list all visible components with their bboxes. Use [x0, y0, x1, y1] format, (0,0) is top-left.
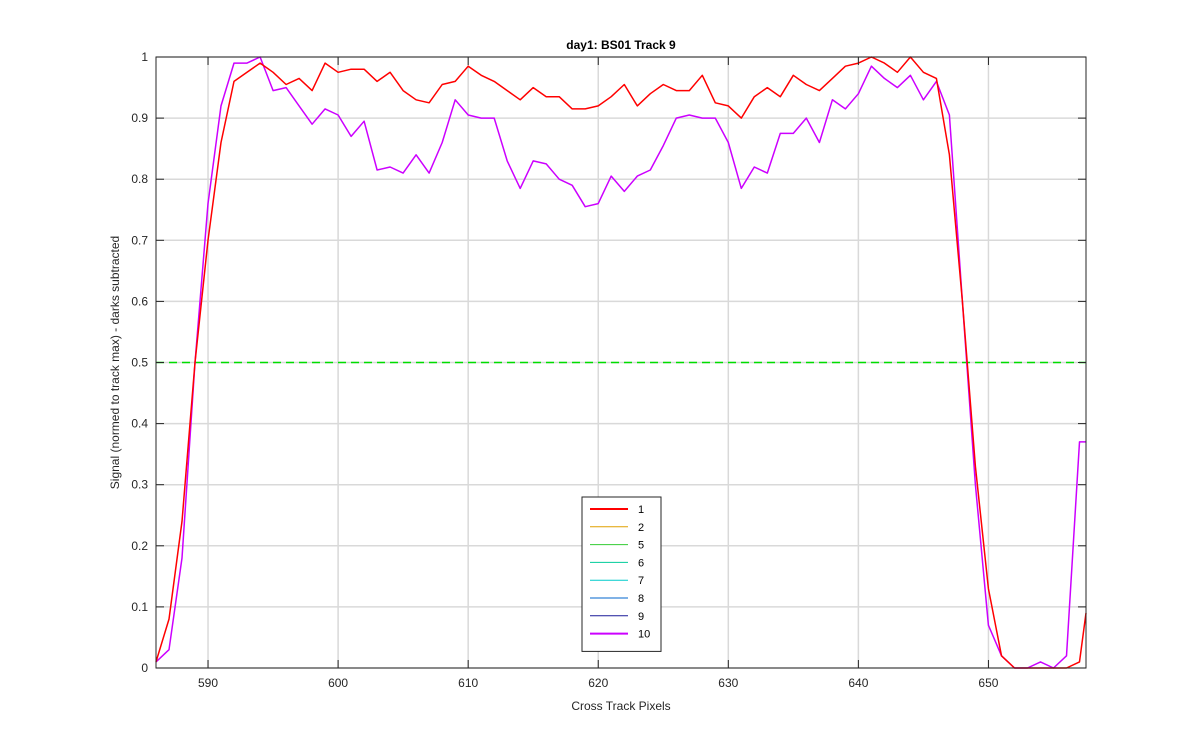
y-tick-label-6: 0.6 [131, 294, 148, 308]
chart-title: day1: BS01 Track 9 [566, 38, 676, 52]
series-lines [155, 56, 1087, 669]
x-tick-label-0: 590 [198, 676, 218, 690]
x-tick-label-1: 600 [328, 676, 348, 690]
x-tick-label-4: 630 [718, 676, 738, 690]
x-tick-label-6: 650 [978, 676, 998, 690]
y-tick-label-5: 0.5 [131, 356, 148, 370]
x-axis-label: Cross Track Pixels [571, 699, 670, 713]
axis-ticks: 590 600 610 620 630 640 65000.10.20.30.40.50.6… [131, 50, 1086, 690]
legend-label-2: 2 [638, 522, 644, 534]
y-axis-label: Signal (normed to track max) - darks sub… [108, 236, 122, 489]
legend-label-6: 6 [638, 557, 644, 569]
x-tick-label-3: 620 [588, 676, 608, 690]
legend: 1 2 5 6 7 8 9 10 [581, 496, 662, 652]
y-tick-label-1: 0.1 [131, 600, 148, 614]
y-tick-label-8: 0.8 [131, 172, 148, 186]
legend-label-9: 9 [638, 611, 644, 623]
y-tick-label-2: 0.2 [131, 539, 148, 553]
y-tick-label-3: 0.3 [131, 478, 148, 492]
y-tick-label-9: 0.9 [131, 111, 148, 125]
legend-label-7: 7 [638, 575, 644, 587]
legend-box [581, 496, 662, 652]
y-tick-label-7: 0.7 [131, 233, 148, 247]
y-tick-label-4: 0.4 [131, 417, 148, 431]
legend-label-8: 8 [638, 593, 644, 605]
x-tick-label-2: 610 [458, 676, 478, 690]
y-tick-label-10: 1 [141, 50, 148, 64]
legend-label-5: 5 [638, 540, 644, 552]
y-tick-label-0: 0 [141, 661, 148, 675]
legend-label-1: 1 [638, 504, 644, 516]
x-tick-label-5: 640 [848, 676, 868, 690]
legend-label-10: 10 [638, 629, 650, 641]
series-line-1 [155, 56, 1087, 669]
